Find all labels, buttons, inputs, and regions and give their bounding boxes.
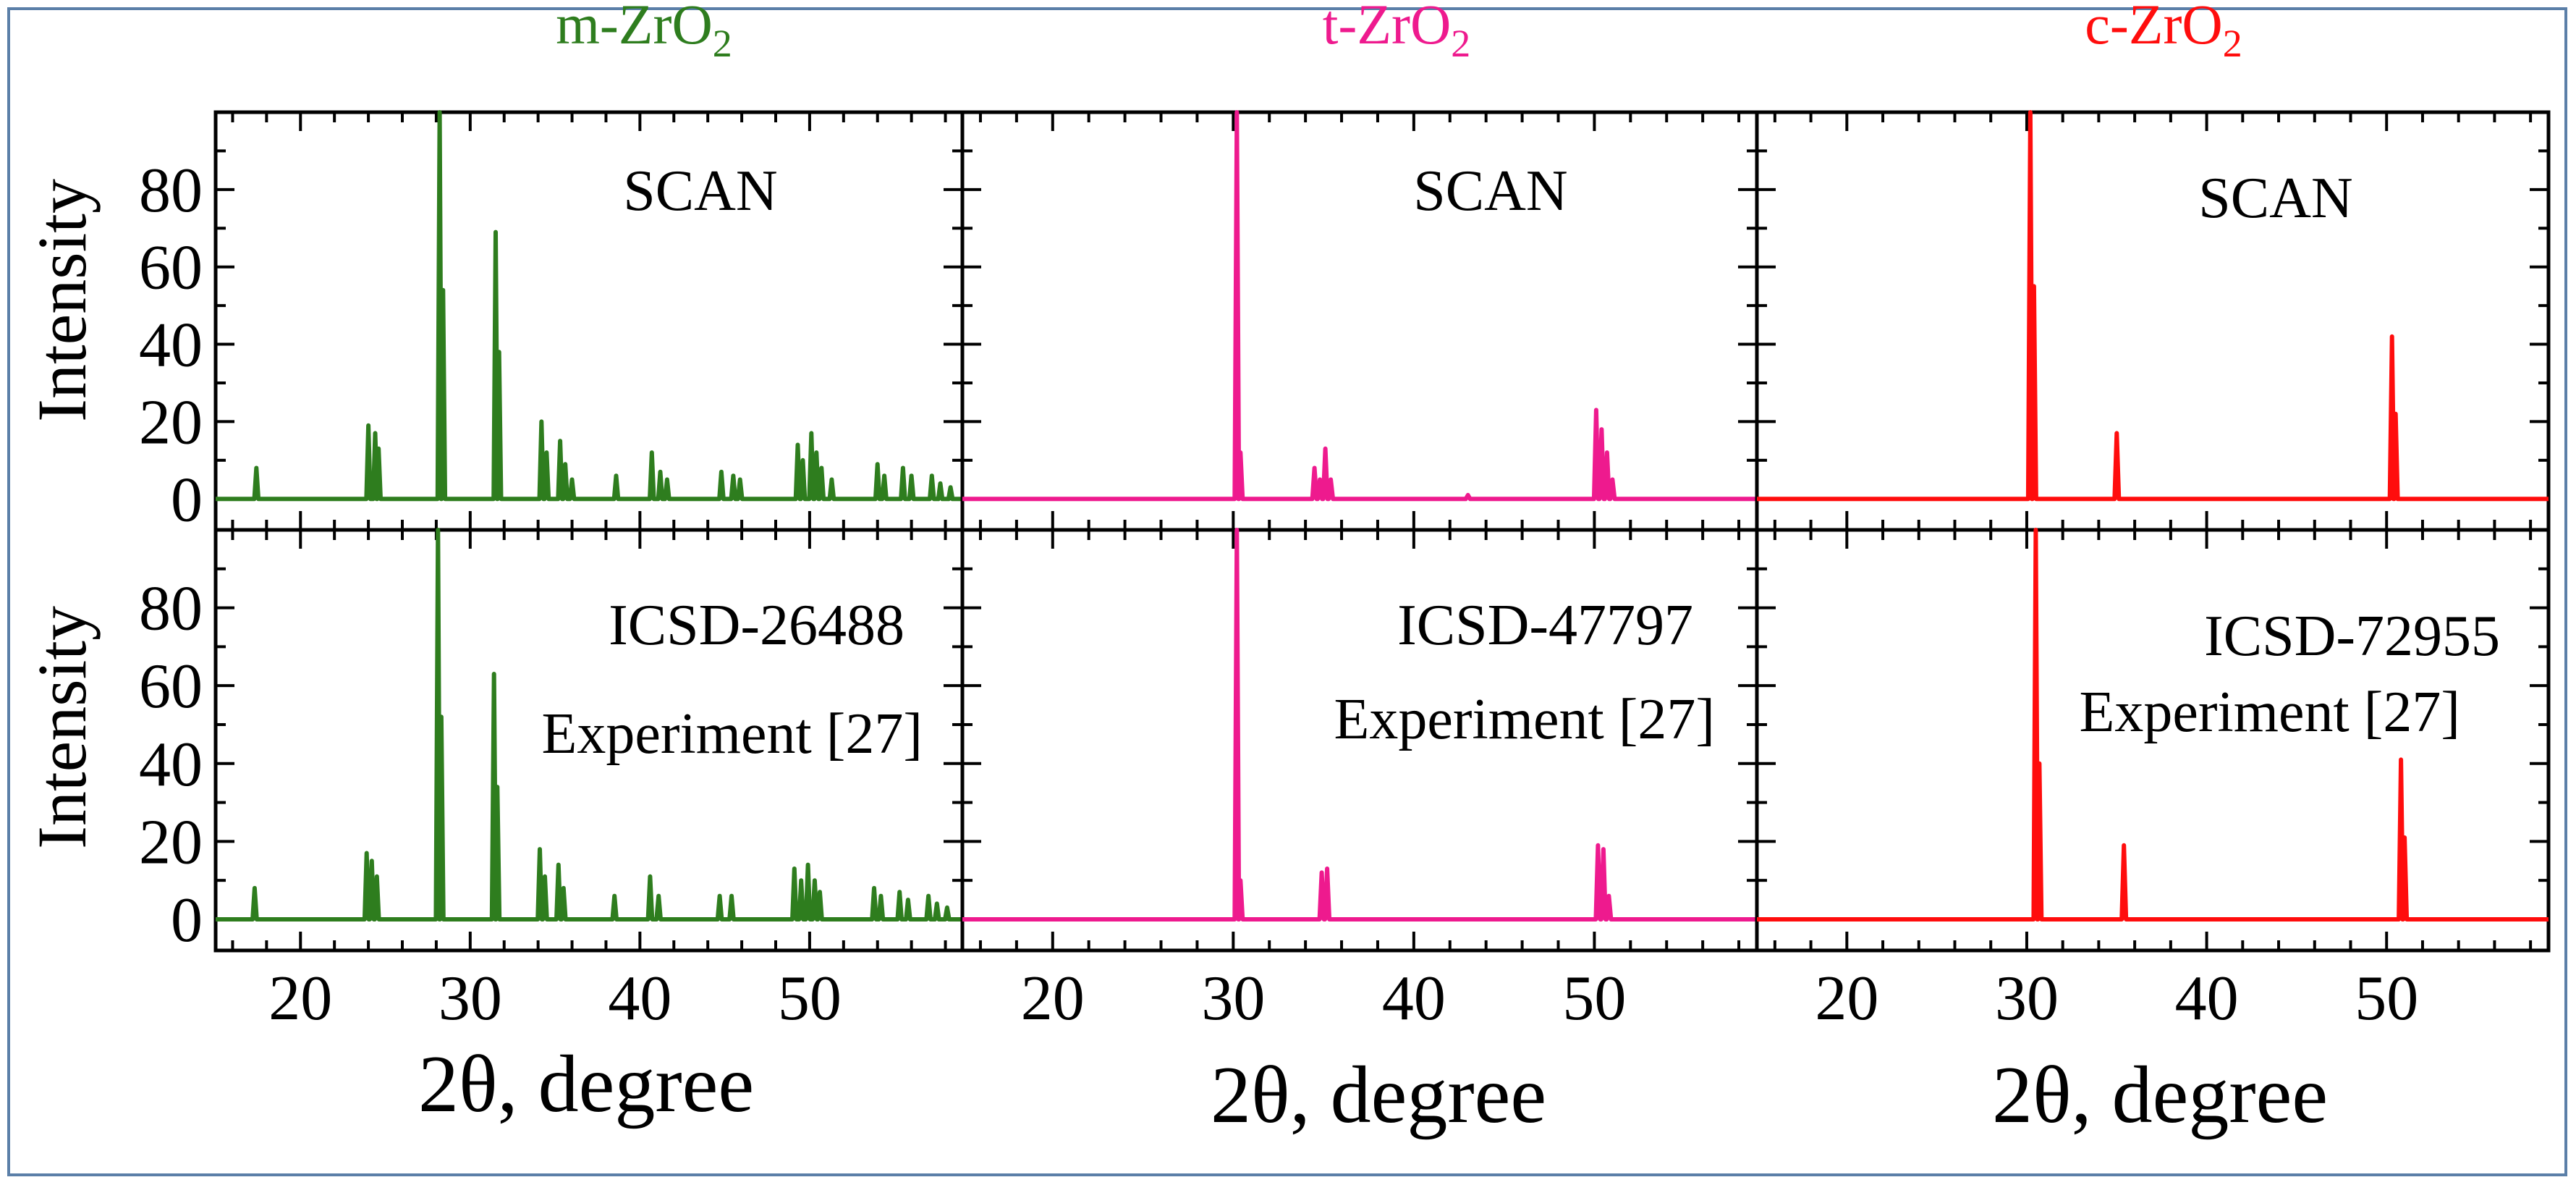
panel-tzro-bottom: 20 30 40 50 ICSD-47797 Experiment [27] — [960, 528, 1759, 1034]
phase-subscript: 2 — [1451, 22, 1470, 65]
panel-frame — [1755, 528, 2551, 953]
y-tick-label: 40 — [139, 730, 203, 800]
x-axis-label-1: 2θ, degree — [418, 1039, 754, 1129]
panel-czro-bottom: 20 30 40 50 ICSD-72955 Experiment [27] — [1755, 528, 2551, 1034]
panel-tzro-top: SCAN — [960, 110, 1759, 532]
x-axis-label-2: 2θ, degree — [1211, 1050, 1546, 1140]
phase-name: t-ZrO — [1323, 0, 1452, 56]
panel-czro-top: SCAN — [1755, 110, 2551, 532]
axis-labels: Intensity Intensity 2θ, degree 2θ, degre… — [23, 179, 2328, 1140]
spectrum-line — [216, 110, 962, 502]
y-tick-label: 20 — [139, 807, 203, 877]
phase-title: c-ZrO2 — [2085, 0, 2242, 65]
x-tick-label: 30 — [1201, 963, 1265, 1034]
source-label: SCAN — [2198, 166, 2352, 230]
x-tick-label: 20 — [1021, 963, 1085, 1034]
x-tick-label: 20 — [268, 963, 332, 1034]
x-tick-label: 50 — [778, 963, 842, 1034]
y-tick-label: 60 — [139, 651, 203, 722]
experiment-label: Experiment [27] — [1334, 688, 1715, 751]
panel-frame — [960, 110, 1759, 532]
phase-name: c-ZrO — [2085, 0, 2223, 56]
spectrum-line — [1757, 528, 2549, 922]
phase-subscript: 2 — [2223, 22, 2242, 65]
y-tick-label: 40 — [139, 311, 203, 381]
source-label: ICSD-72955 — [2204, 604, 2500, 668]
x-tick-label: 50 — [1562, 963, 1626, 1034]
source-label: ICSD-47797 — [1397, 594, 1693, 657]
spectrum-line — [216, 528, 962, 922]
x-tick-label: 30 — [1995, 963, 2059, 1034]
spectrum-line — [1757, 110, 2549, 502]
x-tick-label: 40 — [2175, 963, 2239, 1034]
source-label: ICSD-26488 — [609, 594, 904, 657]
figure-frame — [7, 7, 2567, 1176]
source-label: SCAN — [623, 159, 777, 223]
x-tick-label: 30 — [438, 963, 502, 1034]
y-axis-label-bottom: Intensity — [23, 606, 101, 849]
experiment-label: Experiment [27] — [2080, 680, 2460, 744]
phase-title: t-ZrO2 — [1323, 0, 1471, 65]
x-tick-label: 50 — [2355, 963, 2418, 1034]
panel-frame — [213, 110, 965, 532]
x-axis-label-3: 2θ, degree — [1992, 1050, 2328, 1140]
y-tick-label: 0 — [171, 465, 203, 535]
source-label: SCAN — [1413, 159, 1567, 223]
y-axis-label-top: Intensity — [23, 179, 101, 422]
phase-subscript: 2 — [713, 22, 732, 65]
y-tick-label: 60 — [139, 233, 203, 303]
y-tick-label: 20 — [139, 387, 203, 457]
phase-name: m-ZrO — [556, 0, 713, 56]
y-tick-label: 80 — [139, 574, 203, 644]
x-tick-label: 20 — [1815, 963, 1878, 1034]
phase-title: m-ZrO2 — [556, 0, 732, 65]
panel-frame — [1755, 110, 2551, 532]
x-tick-label: 40 — [1382, 963, 1446, 1034]
x-tick-label: 40 — [608, 963, 671, 1034]
spectrum-line — [962, 528, 1757, 922]
y-tick-label: 0 — [171, 885, 203, 956]
column-titles: m-ZrO2 t-ZrO2 c-ZrO2 — [556, 0, 2242, 65]
experiment-label: Experiment [27] — [542, 702, 923, 766]
spectrum-line — [962, 110, 1757, 502]
y-tick-label: 80 — [139, 156, 203, 226]
